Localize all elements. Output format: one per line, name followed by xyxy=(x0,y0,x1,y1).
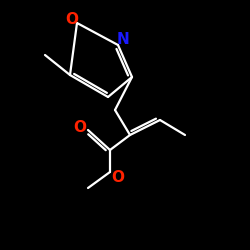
Text: N: N xyxy=(116,32,130,48)
Text: O: O xyxy=(74,120,86,136)
Text: O: O xyxy=(112,170,124,184)
Text: O: O xyxy=(66,12,78,28)
